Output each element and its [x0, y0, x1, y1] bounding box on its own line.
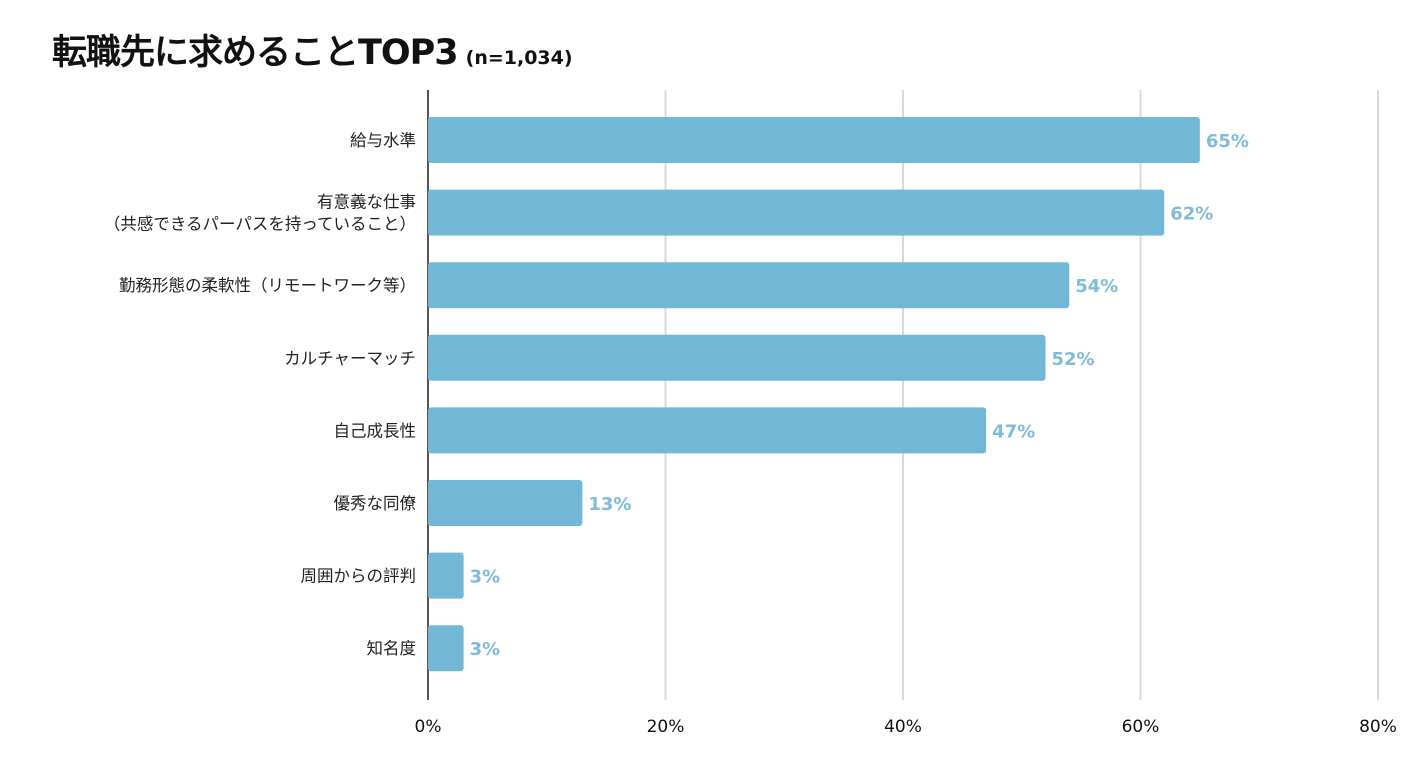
data-label: 65% — [1206, 131, 1249, 152]
bar — [428, 552, 464, 599]
data-label: 52% — [1052, 349, 1095, 370]
bar — [428, 334, 1046, 381]
chart-title: 転職先に求めることTOP3 (n=1,034) — [52, 24, 573, 75]
data-label: 47% — [992, 421, 1035, 442]
data-label: 62% — [1170, 204, 1213, 225]
category-label: 知名度 — [367, 639, 417, 658]
bar-layer — [428, 117, 1200, 672]
grid-layer — [427, 90, 1379, 700]
data-label: 54% — [1075, 276, 1118, 297]
bar — [428, 480, 583, 526]
category-label: 周囲からの評判 — [301, 567, 417, 586]
category-label: 給与水準 — [350, 131, 416, 150]
data-label: 3% — [470, 567, 501, 588]
data-label: 13% — [588, 494, 631, 515]
bar — [428, 262, 1070, 309]
data-label: 3% — [470, 639, 501, 660]
category-label: カルチャーマッチ — [284, 349, 416, 368]
category-label: 優秀な同僚 — [334, 494, 417, 513]
x-tick-label: 0% — [415, 717, 442, 737]
category-label: 勤務形態の柔軟性（リモートワーク等） — [119, 276, 416, 295]
bar — [428, 407, 987, 454]
category-label: 自己成長性 — [334, 421, 417, 440]
tick-layer: 0% 20% 40% 60% 80% — [415, 717, 1397, 737]
x-tick-label: 20% — [647, 717, 685, 737]
chart-title-text: 転職先に求めることTOP3 — [52, 33, 459, 73]
x-tick-label: 60% — [1122, 717, 1160, 737]
chart-subtitle: (n=1,034) — [465, 47, 573, 69]
label-layer: 65% 給与水準 62% 有意義な仕事（共感できるパーパスを持っていること） 54% 勤務… — [104, 131, 1249, 660]
x-tick-label: 80% — [1359, 717, 1397, 737]
bar — [428, 189, 1165, 236]
category-label: 有意義な仕事（共感できるパーパスを持っていること） — [104, 193, 416, 234]
x-tick-label: 40% — [884, 717, 922, 737]
bar — [428, 625, 464, 672]
bar — [428, 117, 1200, 163]
